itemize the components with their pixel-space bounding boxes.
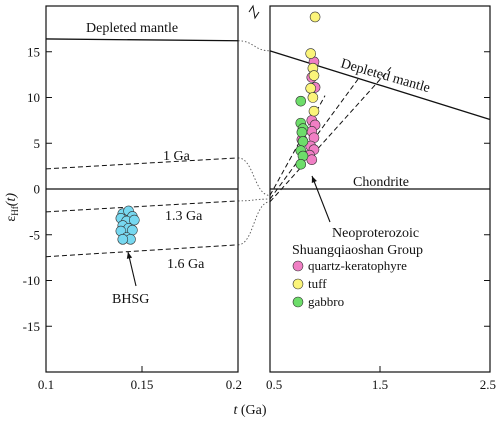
label-chondrite: Chondrite: [353, 175, 409, 190]
x-tick-label: 0.15: [131, 377, 154, 392]
arrow-group: [311, 175, 331, 223]
evolution-13ga-bridge: [237, 198, 271, 202]
legend-marker: [292, 296, 304, 308]
arrow-group-head: [311, 176, 317, 183]
label-depleted-mantle-left: Depleted mantle: [86, 21, 178, 36]
label-13ga: 1.3 Ga: [165, 209, 203, 224]
arrow-bhsg-head: [126, 252, 133, 259]
x-tick-label: 0.2: [226, 377, 242, 392]
depleted-mantle-line-right: [269, 50, 491, 121]
x-axis-title: t (Ga): [233, 403, 266, 418]
evolution-16ga-bridge: [237, 201, 271, 246]
data-point-quartz-keratophyre: [306, 154, 318, 166]
legend-marker: [292, 278, 304, 290]
data-point-tuff: [309, 11, 321, 23]
x-tick-label: 1.5: [372, 377, 388, 392]
data-point-gabbro: [297, 136, 309, 147]
evolution-line-16ga-right: [269, 66, 392, 203]
data-point-gabbro: [295, 95, 307, 107]
y-tick-label: 10: [27, 90, 40, 105]
data-point-bhsg: [117, 234, 129, 245]
data-point-bhsg: [129, 214, 140, 226]
y-tick-label: 5: [34, 136, 41, 151]
depleted-mantle-bridge: [237, 40, 271, 52]
label-group-line2: Shuangqiaoshan Group: [292, 243, 423, 258]
data-point-gabbro: [296, 126, 308, 138]
data-point-tuff: [308, 105, 320, 117]
legend-marker: [292, 260, 304, 272]
data-point-gabbro: [295, 158, 307, 170]
y-axis-title: εHf(t): [4, 193, 20, 222]
y-tick-label: 15: [27, 44, 40, 59]
data-point-tuff: [308, 70, 320, 81]
y-tick-label: 0: [34, 182, 41, 197]
label-bhsg: BHSG: [112, 292, 149, 307]
x-tick-label: 0.5: [266, 377, 282, 392]
axis-break-mark: [248, 4, 260, 20]
y-tick-label: -15: [23, 319, 40, 334]
data-point-tuff: [307, 92, 319, 103]
legend-label: gabbro: [308, 294, 344, 309]
evolution-line-1ga-right: [269, 95, 326, 196]
label-group-line1: Neoproterozoic: [332, 226, 419, 241]
data-point-tuff: [305, 48, 317, 59]
evolution-line-1ga-left: [45, 157, 239, 170]
legend-label: tuff: [308, 276, 327, 291]
evolution-line-16ga-left: [45, 244, 239, 258]
label-1ga: 1 Ga: [163, 149, 191, 164]
x-tick-label: 2.5: [480, 377, 496, 392]
depleted-mantle-line-left: [45, 38, 239, 42]
evolution-1ga-bridge: [237, 157, 271, 196]
legend-label: quartz-keratophyre: [308, 258, 407, 273]
x-tick-label: 0.1: [38, 377, 54, 392]
data-point-tuff: [305, 83, 317, 94]
y-tick-label: -5: [29, 227, 40, 242]
y-tick-label: -10: [23, 273, 40, 288]
label-16ga: 1.6 Ga: [167, 257, 205, 272]
evolution-line-13ga-left: [45, 200, 239, 213]
